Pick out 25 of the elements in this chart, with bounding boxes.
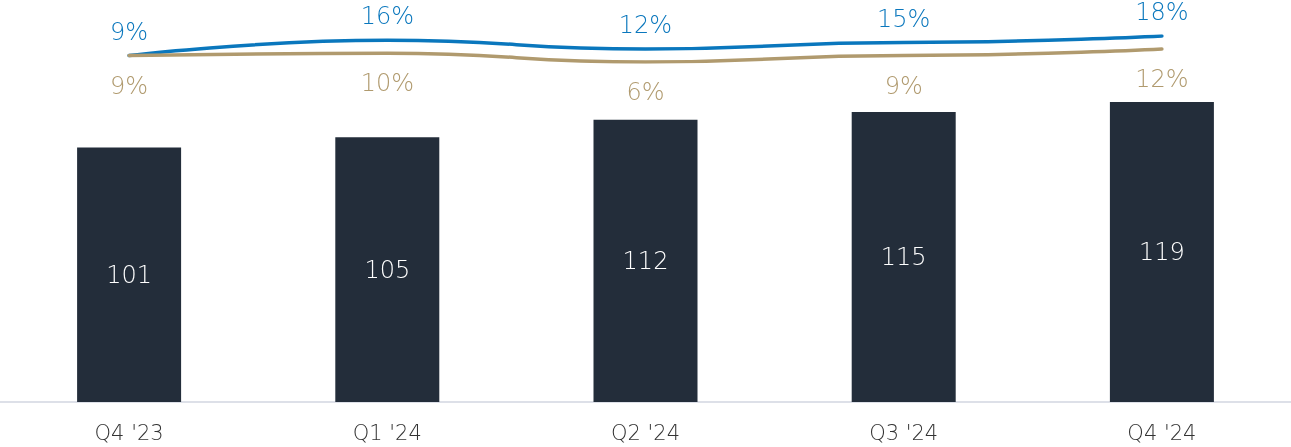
bar <box>851 112 956 402</box>
data-label: 18% <box>1135 0 1189 26</box>
bar <box>77 147 182 402</box>
x-tick-label: Q4 '23 <box>94 420 164 445</box>
x-tick-label: Q4 '24 <box>1127 420 1197 445</box>
data-label: 101 <box>106 260 153 289</box>
data-label: 105 <box>364 255 411 284</box>
data-label: 12% <box>1135 65 1189 93</box>
x-tick-label: Q2 '24 <box>610 420 681 445</box>
data-label: 115 <box>880 243 927 272</box>
data-label: 9% <box>884 71 923 100</box>
data-label: 12% <box>618 11 673 39</box>
bar <box>1109 102 1214 402</box>
data-label: 10% <box>360 69 414 98</box>
data-label: 112 <box>622 246 669 275</box>
data-label: 119 <box>1138 238 1185 266</box>
bar <box>593 119 698 402</box>
x-tick-label: Q3 '24 <box>869 420 939 445</box>
data-label: 16% <box>360 2 414 31</box>
data-label: 6% <box>626 78 665 106</box>
data-label: 15% <box>877 4 931 33</box>
data-label: 9% <box>110 17 149 46</box>
bar <box>335 137 440 402</box>
x-tick-label: Q1 '24 <box>352 420 422 445</box>
data-label: 9% <box>110 71 149 100</box>
